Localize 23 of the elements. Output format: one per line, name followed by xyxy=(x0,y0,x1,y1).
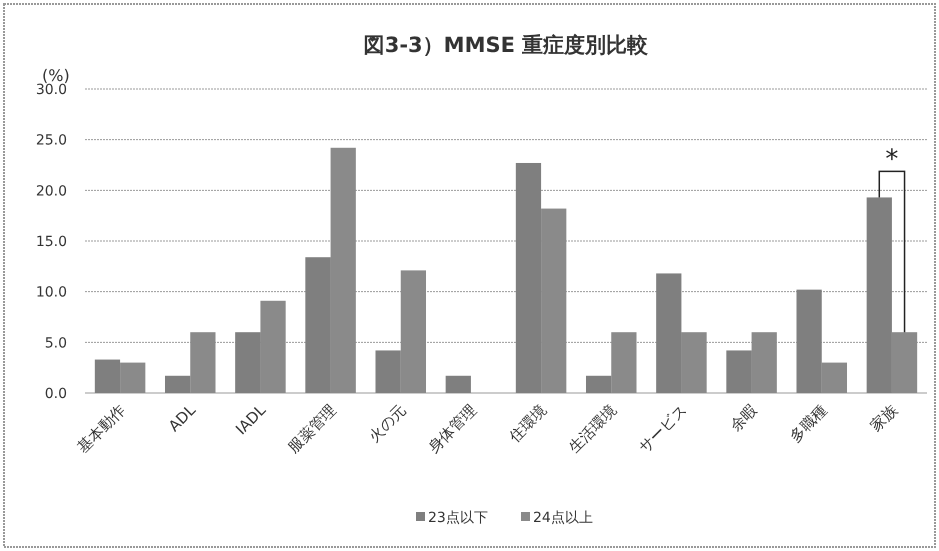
annotation: * xyxy=(885,144,898,174)
x-tick-label: 生活環境 xyxy=(564,401,620,456)
x-tick-label: サービス xyxy=(635,401,690,456)
y-tick-label: 10.0 xyxy=(36,284,67,301)
x-tick-label: 多職種 xyxy=(786,401,831,446)
legend-label: 23点以下 xyxy=(428,510,488,526)
x-tick-label: 余暇 xyxy=(726,401,760,436)
x-tick-label: 火の元 xyxy=(365,401,410,446)
y-tick-label: 15.0 xyxy=(36,234,67,250)
y-tick-label: 25.0 xyxy=(36,132,67,149)
y-tick-label: 20.0 xyxy=(36,183,67,200)
y-axis-title: (%) xyxy=(42,66,70,85)
x-tick-label: 住環境 xyxy=(504,401,550,446)
chart-title: 図3-3）MMSE 重症度別比較 xyxy=(364,33,650,57)
x-tick-label: 身体管理 xyxy=(424,401,480,456)
y-tick-label: 30.0 xyxy=(36,82,67,98)
legend-label: 24点以上 xyxy=(533,510,593,526)
x-tick-label: 基本動作 xyxy=(74,401,129,456)
y-tick-label: 0.0 xyxy=(44,386,67,402)
x-tick-label: 家族 xyxy=(866,401,901,436)
y-tick-label: 5.0 xyxy=(44,335,67,352)
x-tick-label: 服薬管理 xyxy=(284,401,340,456)
x-tick-label: ADL xyxy=(165,400,200,436)
